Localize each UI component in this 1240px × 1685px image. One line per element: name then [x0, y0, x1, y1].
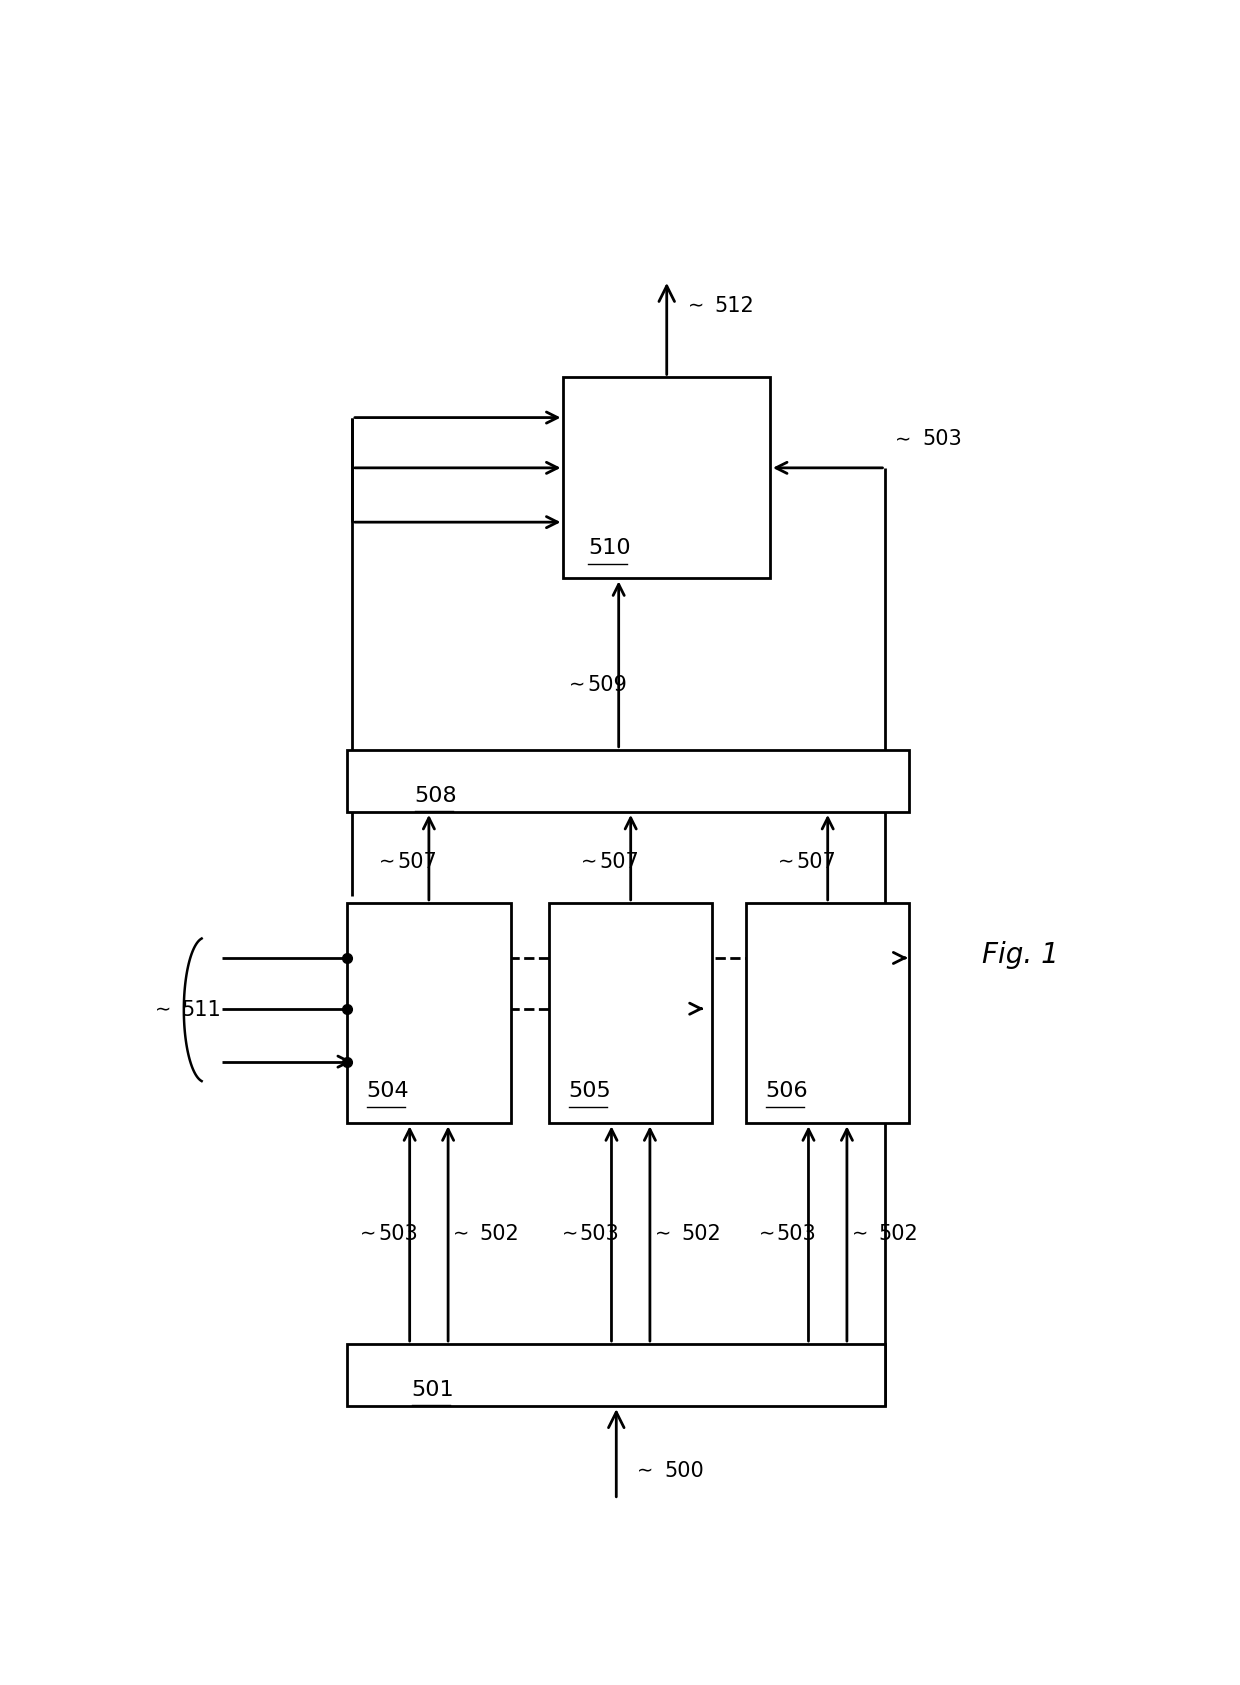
Text: ∼: ∼: [688, 297, 704, 315]
Text: ∼: ∼: [580, 853, 596, 871]
Text: ∼: ∼: [637, 1461, 653, 1481]
Text: 511: 511: [181, 999, 221, 1019]
Text: ∼: ∼: [379, 853, 396, 871]
Text: ∼: ∼: [453, 1225, 469, 1244]
Text: 504: 504: [367, 1082, 409, 1102]
Text: 502: 502: [480, 1223, 520, 1244]
Text: Fig. 1: Fig. 1: [982, 940, 1058, 969]
Text: 503: 503: [580, 1223, 620, 1244]
Text: ∼: ∼: [155, 1001, 171, 1019]
Text: 502: 502: [879, 1223, 919, 1244]
Text: 508: 508: [414, 785, 458, 805]
Text: 506: 506: [765, 1082, 808, 1102]
Bar: [347, 1345, 885, 1407]
Text: ∼: ∼: [759, 1225, 775, 1244]
Bar: [746, 903, 909, 1124]
Text: ∼: ∼: [895, 430, 911, 448]
Text: 503: 503: [921, 430, 962, 450]
Text: 503: 503: [378, 1223, 418, 1244]
Text: ∼: ∼: [569, 676, 585, 694]
Text: 503: 503: [776, 1223, 816, 1244]
Text: 505: 505: [569, 1082, 611, 1102]
Text: 500: 500: [665, 1461, 704, 1481]
Text: 512: 512: [714, 297, 754, 317]
Text: ∼: ∼: [852, 1225, 868, 1244]
Bar: [347, 750, 909, 812]
Text: 510: 510: [588, 538, 631, 558]
Text: ∼: ∼: [360, 1225, 376, 1244]
Text: ∼: ∼: [562, 1225, 578, 1244]
Bar: [549, 903, 712, 1124]
Text: 507: 507: [796, 853, 836, 871]
Text: 502: 502: [682, 1223, 722, 1244]
Bar: [347, 903, 511, 1124]
Bar: [563, 377, 770, 578]
Text: 501: 501: [412, 1380, 454, 1400]
Text: ∼: ∼: [777, 853, 794, 871]
Text: 507: 507: [397, 853, 436, 871]
Text: 507: 507: [599, 853, 639, 871]
Text: 509: 509: [587, 674, 627, 694]
Text: ∼: ∼: [655, 1225, 671, 1244]
